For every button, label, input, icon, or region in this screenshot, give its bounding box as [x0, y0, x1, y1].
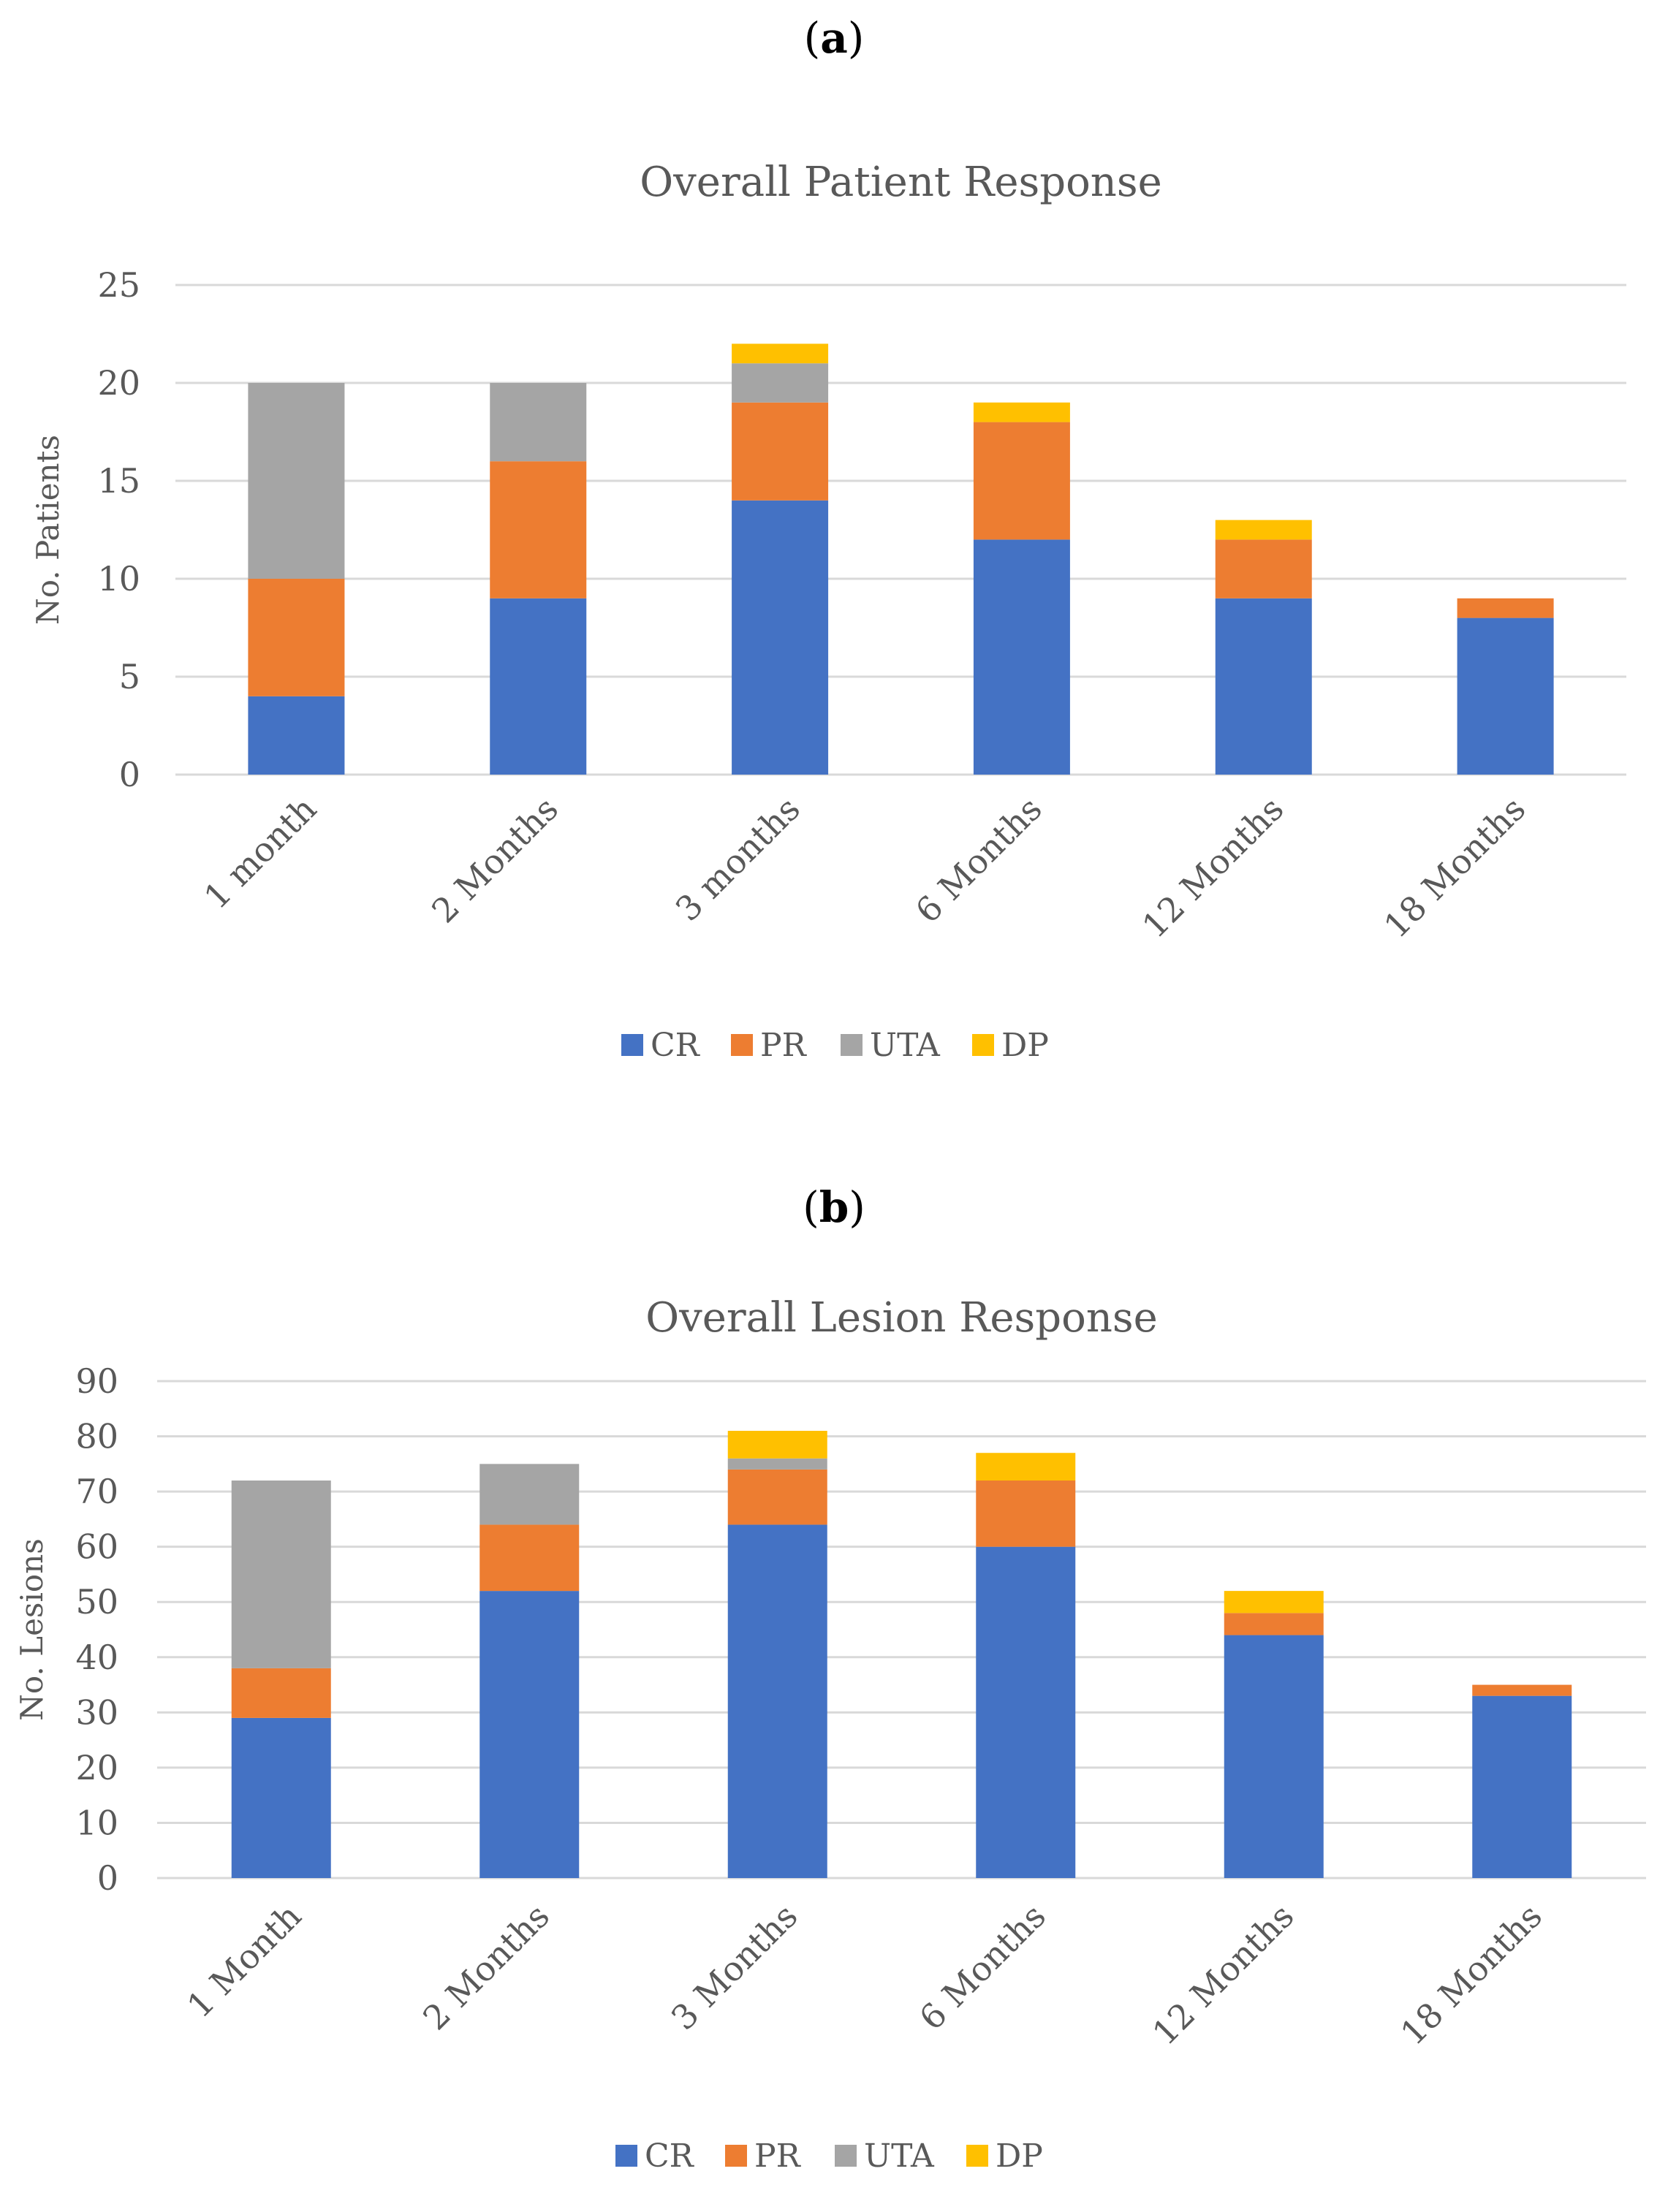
x-tick-label: 6 Months	[911, 1896, 1053, 2038]
bar-dp-3	[727, 1431, 827, 1459]
bar-pr-1	[231, 1668, 331, 1718]
bar-dp-4	[976, 1453, 1076, 1481]
bar-dp-3	[732, 343, 829, 364]
y-tick-label: 15	[97, 461, 140, 501]
legend-label-cr: CR	[645, 2137, 695, 2175]
legend-label-dp: DP	[996, 2137, 1043, 2175]
bar-cr-6	[1457, 617, 1554, 775]
bar-dp-4	[973, 402, 1070, 422]
x-tick-label: 12 Months	[1145, 1896, 1301, 2053]
bar-uta-3	[727, 1458, 827, 1470]
bar-cr-4	[976, 1546, 1076, 1878]
x-tick-label: 1 month	[197, 789, 325, 917]
y-tick-label: 80	[75, 1417, 118, 1456]
y-tick-label: 20	[75, 1748, 118, 1787]
legend-label-pr: PR	[754, 2137, 802, 2175]
y-tick-label: 50	[75, 1582, 118, 1622]
bar-pr-6	[1472, 1684, 1572, 1696]
y-tick-label: 40	[75, 1638, 118, 1677]
legend-swatch-pr	[731, 1034, 753, 1056]
bar-pr-1	[248, 579, 345, 696]
bar-pr-5	[1224, 1613, 1324, 1635]
y-axis-title: No. Lesions	[14, 1538, 50, 1721]
y-tick-label: 5	[119, 657, 140, 696]
bar-uta-1	[248, 383, 345, 579]
x-tick-label: 2 Months	[424, 789, 566, 931]
legend-swatch-pr	[725, 2145, 747, 2167]
y-tick-label: 25	[97, 265, 140, 305]
panel-letter-a: a	[820, 13, 848, 63]
x-tick-label: 18 Months	[1376, 789, 1533, 946]
legend-label-cr: CR	[651, 1027, 701, 1064]
y-tick-label: 20	[97, 363, 140, 403]
bar-cr-1	[231, 1717, 331, 1878]
panel-label-b: (b)	[803, 1182, 865, 1232]
bar-cr-2	[490, 598, 587, 775]
bar-pr-3	[732, 402, 829, 501]
bar-pr-5	[1215, 539, 1312, 598]
bar-cr-3	[732, 500, 829, 775]
bar-cr-2	[479, 1591, 580, 1878]
x-tick-label: 2 Months	[415, 1896, 557, 2038]
x-tick-label: 3 months	[668, 789, 808, 929]
chart-title: Overall Lesion Response	[645, 1294, 1158, 1342]
legend-label-uta: UTA	[870, 1027, 941, 1064]
x-tick-label: 1 Month	[179, 1896, 308, 2026]
legend-swatch-cr	[615, 2145, 637, 2167]
x-tick-label: 3 Months	[664, 1896, 805, 2038]
x-tick-label: 12 Months	[1134, 789, 1291, 946]
legend-swatch-dp	[972, 1034, 994, 1056]
y-tick-label: 0	[97, 1858, 118, 1898]
bar-cr-6	[1472, 1695, 1572, 1878]
bar-pr-2	[490, 461, 587, 598]
bar-cr-5	[1215, 598, 1312, 775]
bar-cr-4	[973, 539, 1070, 775]
bar-cr-1	[248, 696, 345, 775]
bar-uta-3	[732, 363, 829, 403]
bar-pr-4	[973, 422, 1070, 540]
panel-letter-b: b	[819, 1182, 849, 1232]
legend-label-uta: UTA	[864, 2137, 935, 2175]
x-tick-label: 6 Months	[908, 789, 1050, 931]
bar-dp-5	[1224, 1591, 1324, 1614]
chart-title: Overall Patient Response	[640, 159, 1162, 206]
chart-b: Overall Lesion Response 0 10 20 30 40 50 60 70 80…	[14, 1294, 1646, 2175]
y-axis-title: No. Patients	[30, 435, 66, 625]
bar-dp-5	[1215, 520, 1312, 540]
legend-label-pr: PR	[760, 1027, 808, 1064]
legend-label-dp: DP	[1001, 1027, 1049, 1064]
y-tick-label: 90	[75, 1361, 118, 1401]
legend-swatch-uta	[841, 1034, 863, 1056]
panel-label-a: (a)	[803, 13, 865, 63]
y-tick-label: 0	[119, 755, 140, 794]
legend-swatch-cr	[621, 1034, 643, 1056]
bar-uta-2	[490, 383, 587, 462]
y-tick-label: 10	[97, 559, 140, 598]
bar-pr-3	[727, 1469, 827, 1525]
legend-swatch-dp	[966, 2145, 988, 2167]
bar-uta-2	[479, 1464, 580, 1525]
y-tick-label: 70	[75, 1472, 118, 1511]
bar-uta-1	[231, 1481, 331, 1668]
bar-cr-3	[727, 1524, 827, 1878]
legend-swatch-uta	[835, 2145, 857, 2167]
bar-pr-4	[976, 1481, 1076, 1547]
bar-cr-5	[1224, 1635, 1324, 1878]
y-tick-label: 60	[75, 1527, 118, 1567]
bar-pr-2	[479, 1524, 580, 1592]
x-tick-label: 18 Months	[1393, 1896, 1550, 2053]
y-tick-label: 10	[75, 1803, 118, 1842]
bar-pr-6	[1457, 598, 1554, 618]
chart-a: Overall Patient Response 0 5 10 15 20 25 No. Pa…	[30, 159, 1626, 1064]
y-tick-label: 30	[75, 1692, 118, 1732]
